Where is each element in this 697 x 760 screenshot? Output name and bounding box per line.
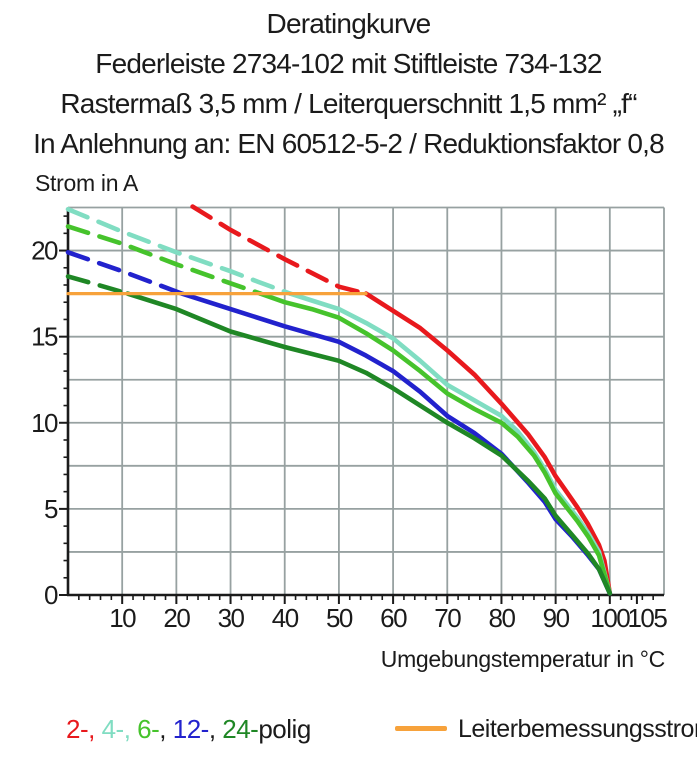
x-axis-title: Umgebungstemperatur in °C	[380, 646, 666, 672]
y-tick-label: 15	[31, 322, 58, 352]
y-axis-title: Strom in A	[35, 170, 139, 196]
x-tick-label: 70	[434, 603, 461, 633]
y-tick-label: 20	[31, 236, 58, 266]
curve-2-polig-dashed	[190, 204, 369, 296]
title-line-2: Federleiste 2734-102 mit Stiftleiste 734…	[95, 48, 602, 79]
curve-12-polig-dashed	[65, 250, 185, 296]
pole-legend-span: 24-	[222, 714, 259, 744]
pole-count-legend: 2-, 4-, 6-, 12-, 24-polig	[66, 714, 311, 745]
curve-24-polig-dashed	[65, 274, 130, 296]
x-tick-label: 100	[590, 603, 630, 633]
rated-current-legend-label: Leiterbemessungsstrom	[458, 715, 697, 743]
x-tick-label: 80	[488, 603, 515, 633]
x-tick-label: 90	[543, 603, 570, 633]
curve-6-polig-dashed	[65, 224, 263, 296]
x-tick-label: 60	[380, 603, 407, 633]
title-line-3: Rastermaß 3,5 mm / Leiterquerschnitt 1,5…	[60, 88, 637, 119]
pole-legend-span: ,	[208, 714, 223, 744]
curve-2-polig	[363, 291, 613, 596]
pole-legend-span: 6-	[137, 714, 160, 744]
x-tick-label: 30	[218, 603, 245, 633]
x-tick-label: 105	[627, 603, 667, 633]
curve-4-polig-dashed	[65, 206, 293, 296]
y-tick-label: 0	[44, 580, 58, 610]
x-tick-label: 50	[326, 603, 353, 633]
y-tick-label: 5	[44, 494, 58, 524]
curve-24-polig	[125, 291, 613, 596]
pole-legend-span: ,	[159, 714, 173, 744]
title-line-1: Deratingkurve	[266, 8, 432, 39]
chart-title-block: Deratingkurve Federleiste 2734-102 mit S…	[0, 4, 697, 164]
x-tick-label: 20	[163, 603, 190, 633]
rated-current-legend-swatch	[395, 726, 447, 731]
x-tick-label: 40	[272, 603, 299, 633]
y-tick-label: 10	[31, 408, 58, 438]
x-tick-label: 10	[109, 603, 136, 633]
pole-legend-span: 12-	[172, 714, 210, 744]
curve-6-polig	[258, 291, 613, 596]
pole-legend-span: 4-,	[101, 714, 138, 744]
title-line-4: In Anlehnung an: EN 60512-5-2 / Reduktio…	[33, 128, 665, 159]
pole-legend-span: polig	[258, 714, 311, 744]
pole-legend-span: 2-,	[66, 714, 102, 744]
